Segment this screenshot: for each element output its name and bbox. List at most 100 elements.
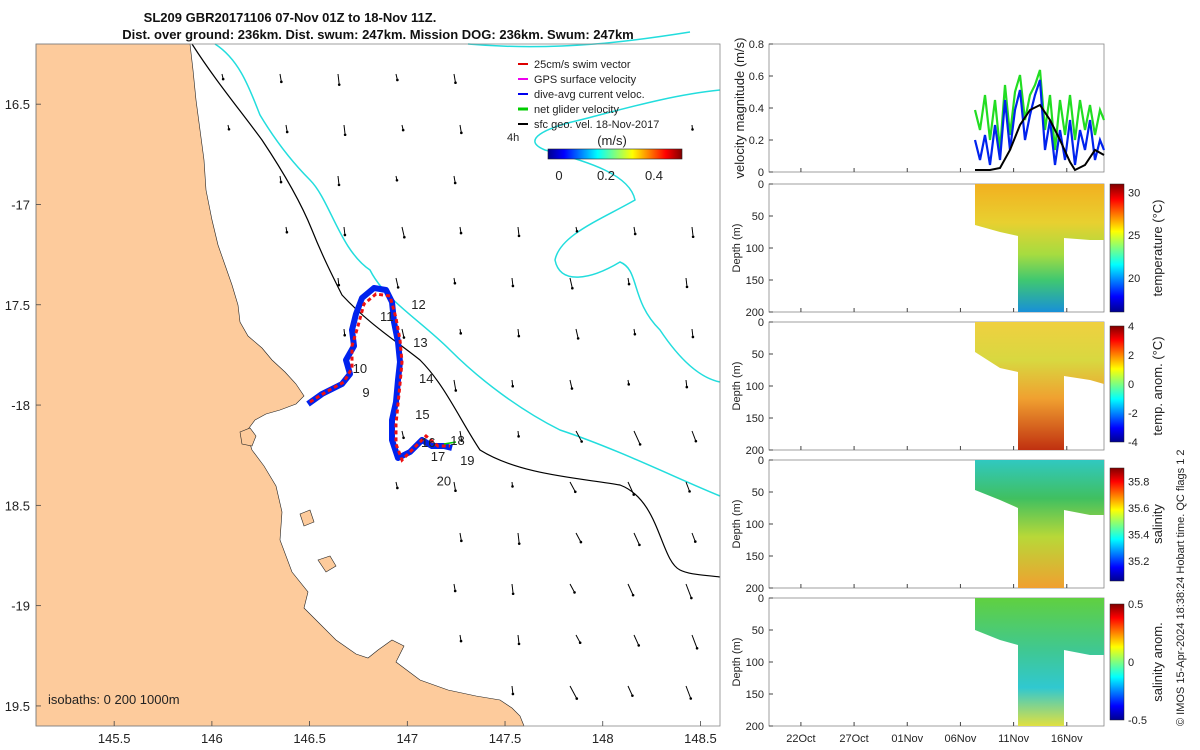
depth-tick-label-2-2: 100 xyxy=(746,519,764,531)
salinity-anomaly-section xyxy=(975,598,1104,726)
title-line-2: Dist. over ground: 236km. Dist. swum: 24… xyxy=(122,27,634,42)
isobaths-note: isobaths: 0 200 1000m xyxy=(48,692,180,707)
depth-tick-label-2-3: 150 xyxy=(746,551,764,563)
depth-ylabel-2: Depth (m) xyxy=(731,500,743,549)
cbar-tick-2-1: 35.4 xyxy=(1128,529,1149,541)
depth-tick-label-3-3: 150 xyxy=(746,689,764,701)
depth-tick-label-0-2: 100 xyxy=(746,243,764,255)
sfc-velocity-arrowhead xyxy=(402,436,405,440)
map-xtick-label-5: 148 xyxy=(592,731,614,746)
sfc-velocity-arrow xyxy=(633,532,640,546)
glider-track-green xyxy=(443,441,457,445)
day-label-15: 15 xyxy=(415,407,429,422)
sfc-velocity-arrow xyxy=(691,328,694,338)
sfc-velocity-arrow xyxy=(633,430,641,445)
map-ytick-label-5: -19 xyxy=(11,599,30,614)
map-axis-ticks: 145.5 146 146.5 147 147.5 148 148.5 16.5 -17 17.5… xyxy=(5,97,717,746)
depth-tick-label-2-0: 0 xyxy=(758,455,764,467)
map-xtick-label-4: 147.5 xyxy=(489,731,522,746)
sfc-velocity-arrowhead xyxy=(693,540,697,543)
sfc-velocity-arrow xyxy=(511,685,514,695)
sfc-velocity-arrowhead xyxy=(633,332,637,336)
temp-anomaly-colorbar xyxy=(1109,325,1125,443)
sfc-velocity-arrowhead xyxy=(453,589,457,593)
sfc-velocity-arrowhead xyxy=(689,697,693,700)
sfc-velocity-arrow xyxy=(517,634,520,644)
time-label-4: 11Nov xyxy=(998,733,1029,745)
salinity-section xyxy=(975,460,1104,588)
map-ytick-label-0: 16.5 xyxy=(5,97,30,112)
depth-tick-label-0-4: 200 xyxy=(746,307,764,319)
sfc-velocity-arrow xyxy=(517,532,520,544)
day-label-11: 11 xyxy=(380,309,394,324)
sfc-velocity-arrowhead xyxy=(227,127,231,131)
map-ytick-label-1: -17 xyxy=(11,197,30,212)
sfc-velocity-arrow xyxy=(343,226,346,236)
sfc-velocity-arrow xyxy=(401,226,405,238)
sfc-velocity-arrowhead xyxy=(627,282,631,286)
legend-label-4: sfc geo. vel. 18-Nov-2017 xyxy=(534,119,659,131)
sfc-velocity-arrowhead xyxy=(575,697,579,700)
sfc-velocity-arrowhead xyxy=(517,334,521,338)
sfc-velocity-arrowhead xyxy=(576,337,580,340)
map-ytick-label-6: 19.5 xyxy=(5,699,30,714)
sfc-velocity-arrow xyxy=(633,634,640,646)
sfc-velocity-arrowhead xyxy=(221,77,225,81)
day-label-14: 14 xyxy=(419,371,433,386)
sfc-velocity-arrowhead xyxy=(337,183,341,187)
cbar-tick-1-4: 4 xyxy=(1128,321,1134,333)
sfc-velocity-arrowhead xyxy=(685,385,689,389)
island-3 xyxy=(317,555,337,573)
map-xtick-label-1: 146 xyxy=(201,731,223,746)
isobath-200m xyxy=(191,43,721,578)
sfc-velocity-arrowhead xyxy=(691,235,695,239)
title-line-1: SL209 GBR20171106 07-Nov 01Z to 18-Nov 1… xyxy=(144,10,437,25)
sfc-velocity-arrowhead xyxy=(343,333,347,337)
sfc-velocity-arrowhead xyxy=(396,78,399,82)
depth-tick-label-3-2: 100 xyxy=(746,657,764,669)
sfc-velocity-arrow xyxy=(569,685,578,699)
sfc-velocity-arrowhead xyxy=(402,336,406,339)
sfc-velocity-arrowhead xyxy=(279,180,283,184)
sfc-velocity-arrowhead xyxy=(580,440,583,443)
cbar-tick-3-0: -0.5 xyxy=(1128,715,1147,727)
sfc-velocity-arrowhead xyxy=(459,332,463,335)
cbar-tick-3-2: 0.5 xyxy=(1128,599,1143,611)
sfc-velocity-arrowhead xyxy=(694,439,698,443)
legend-label-2: dive-avg current veloc. xyxy=(534,89,645,101)
sfc-velocity-arrow xyxy=(575,634,581,643)
sfc-velocity-arrowhead xyxy=(631,694,634,697)
depth-tick-label-0-1: 50 xyxy=(752,211,764,223)
depth-tick-label-2-4: 200 xyxy=(746,583,764,595)
cbar-tick-2-3: 35.8 xyxy=(1128,476,1149,488)
velocity-ytick-label-3: 0.6 xyxy=(749,71,764,83)
sfc-velocity-arrowhead xyxy=(511,592,515,596)
velocity-series-black xyxy=(975,103,1105,172)
sfc-velocity-arrowhead xyxy=(280,80,283,84)
sfc-velocity-arrowhead xyxy=(285,230,289,234)
sfc-velocity-arrowhead xyxy=(454,389,458,392)
velocity-ytick-label-1: 0.2 xyxy=(749,135,764,147)
sfc-velocity-arrowhead xyxy=(638,543,641,547)
cbar-tick-0-1: 25 xyxy=(1128,230,1140,242)
sfc-velocity-arrowhead xyxy=(575,229,579,233)
sfc-velocity-arrowhead xyxy=(627,383,631,386)
sfc-geostrophic-velocity-arrows xyxy=(221,73,699,700)
sfc-velocity-arrowhead xyxy=(460,131,463,135)
depth-tick-label-1-1: 50 xyxy=(752,349,764,361)
depth-tick-label-1-3: 150 xyxy=(746,413,764,425)
map-colorbar xyxy=(547,148,683,160)
sfc-velocity-arrowhead xyxy=(578,641,582,644)
colorbar-tick-0: 0 xyxy=(555,168,562,183)
depth-tick-label-1-0: 0 xyxy=(758,317,764,329)
time-label-5: 16Nov xyxy=(1051,733,1083,745)
cbar-tick-0-2: 30 xyxy=(1128,188,1140,200)
sfc-velocity-arrow xyxy=(575,328,579,339)
sfc-velocity-arrowhead xyxy=(454,81,457,85)
legend-label-3: net glider velocity xyxy=(534,104,619,116)
sfc-velocity-arrow xyxy=(569,379,573,389)
sfc-velocity-arrow xyxy=(627,481,635,495)
